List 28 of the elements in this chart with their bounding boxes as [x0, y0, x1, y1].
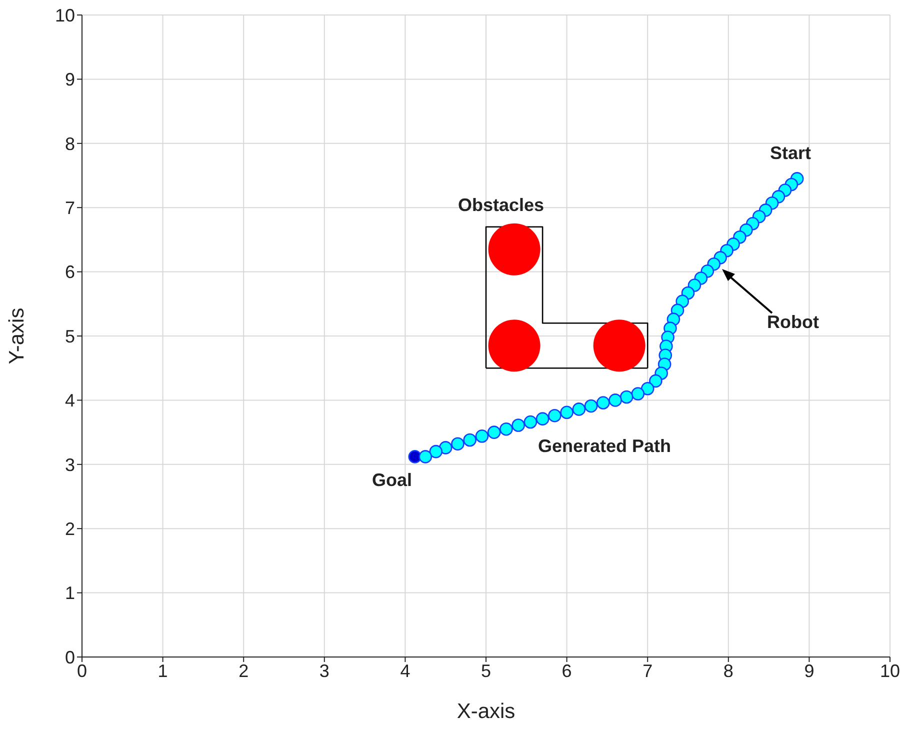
y-tick-label: 9	[64, 70, 75, 90]
y-tick-label: 7	[64, 198, 75, 218]
x-tick-label: 2	[238, 660, 249, 681]
y-tick-label: 4	[64, 390, 75, 411]
y-tick-label: 6	[64, 262, 75, 282]
x-tick-label: 1	[158, 660, 168, 681]
x-tick-label: 9	[804, 660, 814, 681]
annotation: Robot	[767, 312, 819, 332]
y-tick-label: 5	[64, 326, 75, 346]
y-tick-label: 0	[64, 647, 75, 668]
x-tick-label: 10	[880, 660, 900, 681]
x-tick-label: 7	[642, 660, 653, 681]
x-tick-label: 8	[723, 660, 734, 681]
x-axis-title: X-axis	[456, 700, 516, 723]
x-tick-label: 6	[562, 660, 572, 681]
annotation: Obstacles	[458, 195, 544, 215]
x-tick-label: 5	[480, 660, 492, 681]
annotation: Start	[770, 143, 812, 163]
y-tick-label: 3	[64, 454, 75, 475]
y-tick-label: 2	[64, 518, 75, 539]
annotation: Generated Path	[538, 436, 672, 456]
y-axis-title: Y-axis	[5, 308, 28, 364]
x-tick-label: 3	[319, 660, 330, 681]
annotation: Goal	[372, 470, 412, 490]
y-tick-label: 8	[64, 134, 75, 154]
y-tick-label: 10	[54, 5, 75, 26]
x-tick-label: 4	[400, 660, 410, 681]
y-tick-label: 1	[64, 583, 75, 604]
